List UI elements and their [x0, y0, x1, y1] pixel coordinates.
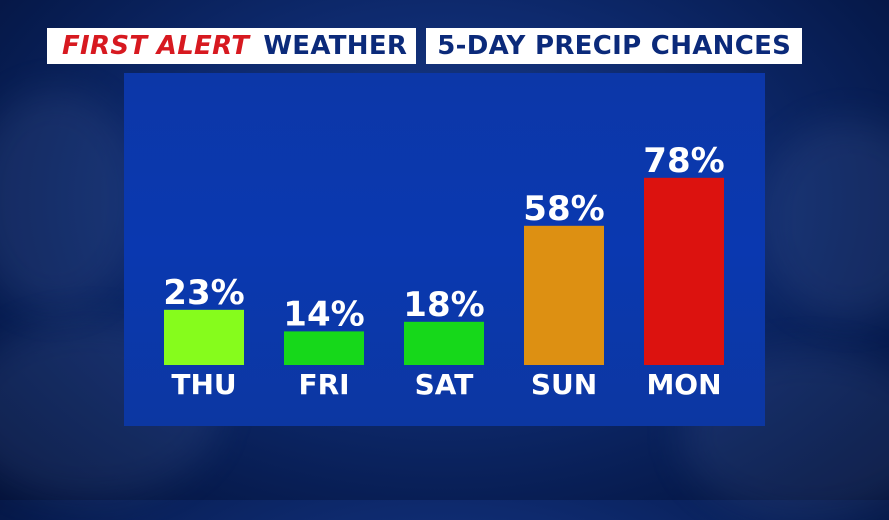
value-label-thu: 23%	[163, 273, 244, 313]
brand-first-alert: FIRST ALERT	[62, 31, 250, 61]
bar-thu	[164, 309, 244, 365]
category-label-thu: THU	[171, 368, 236, 401]
value-label-sat: 18%	[403, 285, 484, 325]
category-label-mon: MON	[646, 368, 721, 401]
bar-sun	[524, 225, 604, 365]
chart-panel: 23% THU 14% FRI 18% SAT 58% SUN 78% MON	[124, 73, 765, 426]
bar-mon	[644, 177, 724, 365]
bar-fri	[284, 331, 364, 365]
brand-box: FIRST ALERT WEATHER	[47, 28, 417, 64]
value-label-fri: 14%	[283, 294, 364, 334]
value-label-mon: 78%	[643, 141, 724, 181]
bar-sat	[404, 321, 484, 365]
category-label-sun: SUN	[531, 368, 597, 401]
precip-bar-chart: 23% THU 14% FRI 18% SAT 58% SUN 78% MON	[163, 141, 724, 401]
category-label-fri: FRI	[298, 368, 349, 401]
title-banner: FIRST ALERT WEATHER 5-DAY PRECIP CHANCES	[47, 28, 803, 64]
brand-weather: WEATHER	[263, 31, 408, 61]
chart-title: 5-DAY PRECIP CHANCES	[426, 28, 803, 64]
category-label-sat: SAT	[415, 368, 474, 401]
value-label-sun: 58%	[523, 189, 604, 229]
